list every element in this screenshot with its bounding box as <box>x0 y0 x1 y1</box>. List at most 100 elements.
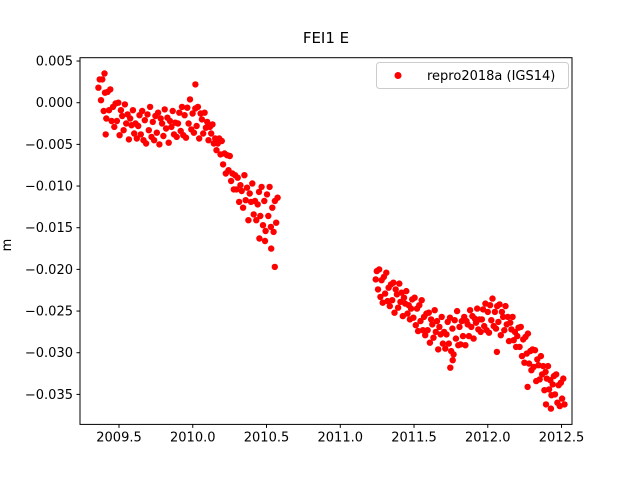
data-point <box>239 204 247 211</box>
data-point <box>392 286 399 293</box>
x-tick-label: 2011.0 <box>318 430 364 445</box>
data-point <box>404 310 411 317</box>
data-point <box>551 391 559 398</box>
data-point <box>115 99 122 106</box>
data-point <box>234 174 241 181</box>
data-point <box>131 130 138 137</box>
data-point <box>95 84 102 91</box>
data-point <box>474 305 481 312</box>
data-point <box>129 107 137 114</box>
data-point <box>478 316 486 323</box>
data-point <box>381 290 389 297</box>
y-tick-label: −0.010 <box>25 180 73 195</box>
data-point <box>226 152 233 160</box>
data-point <box>101 70 108 77</box>
data-point <box>442 345 449 352</box>
data-point <box>253 217 260 224</box>
data-point <box>174 120 182 127</box>
data-point <box>403 287 410 295</box>
data-point <box>377 293 384 301</box>
data-point <box>193 122 200 130</box>
data-point <box>459 332 467 340</box>
axes-spines <box>79 57 573 425</box>
data-point <box>227 177 235 185</box>
data-point <box>254 201 261 208</box>
data-point <box>436 323 443 331</box>
y-axis-label: m <box>0 239 15 252</box>
data-point <box>99 76 106 83</box>
data-point <box>245 217 252 224</box>
data-point <box>133 135 140 142</box>
data-point <box>514 332 521 340</box>
data-point <box>154 109 162 116</box>
y-tick-label: −0.020 <box>25 263 73 278</box>
data-point <box>242 197 249 204</box>
data-point <box>537 352 545 360</box>
data-point <box>524 330 532 337</box>
data-point <box>123 120 130 127</box>
data-point <box>479 306 487 313</box>
data-point <box>255 188 263 196</box>
data-point <box>553 371 560 378</box>
data-point <box>495 318 502 326</box>
data-point <box>484 308 491 316</box>
data-point <box>184 104 191 111</box>
data-point <box>558 395 566 402</box>
data-point <box>433 317 441 325</box>
data-point <box>267 223 275 231</box>
data-point <box>165 139 172 146</box>
x-tick-label: 2011.5 <box>391 430 437 445</box>
data-point <box>491 308 499 316</box>
legend-box <box>376 62 569 89</box>
data-point <box>416 302 423 309</box>
data-point <box>137 131 144 138</box>
data-point <box>501 327 508 334</box>
data-point <box>269 204 276 211</box>
data-point <box>271 263 278 271</box>
data-point <box>268 245 275 252</box>
data-point <box>102 131 109 138</box>
data-point <box>427 316 435 323</box>
data-point <box>396 280 403 287</box>
data-point <box>168 123 175 131</box>
data-point <box>116 132 123 139</box>
data-point <box>196 135 203 142</box>
data-point <box>257 212 264 220</box>
data-point <box>456 323 463 331</box>
data-point <box>166 117 174 125</box>
data-point <box>144 111 151 118</box>
data-point <box>518 352 526 360</box>
data-point <box>262 227 269 235</box>
data-point <box>185 120 192 127</box>
data-point <box>451 317 458 324</box>
data-point <box>422 332 429 339</box>
data-point <box>419 327 427 334</box>
data-point <box>502 302 509 310</box>
data-point <box>399 312 406 320</box>
data-point <box>545 386 553 393</box>
data-point <box>213 147 220 154</box>
data-point <box>450 351 457 358</box>
y-tick-label: 0.005 <box>36 55 73 70</box>
data-point <box>431 307 438 314</box>
data-point <box>149 118 156 126</box>
data-point <box>141 117 148 124</box>
data-point <box>265 212 272 220</box>
y-tick-label: −0.015 <box>25 221 73 236</box>
data-point <box>274 194 281 201</box>
data-point <box>540 362 547 370</box>
data-point <box>453 307 461 315</box>
data-point <box>504 313 511 321</box>
x-tick-label: 2012.5 <box>539 430 585 445</box>
y-tick-label: 0.000 <box>36 96 73 111</box>
data-point <box>379 299 386 306</box>
data-point <box>486 302 494 309</box>
data-point <box>542 401 550 408</box>
data-point <box>386 302 393 310</box>
data-point <box>181 112 188 119</box>
data-point <box>510 337 517 344</box>
data-point <box>407 305 415 312</box>
data-point <box>192 81 199 88</box>
chart-title: FEI1 E <box>303 29 349 47</box>
data-point <box>468 323 475 331</box>
